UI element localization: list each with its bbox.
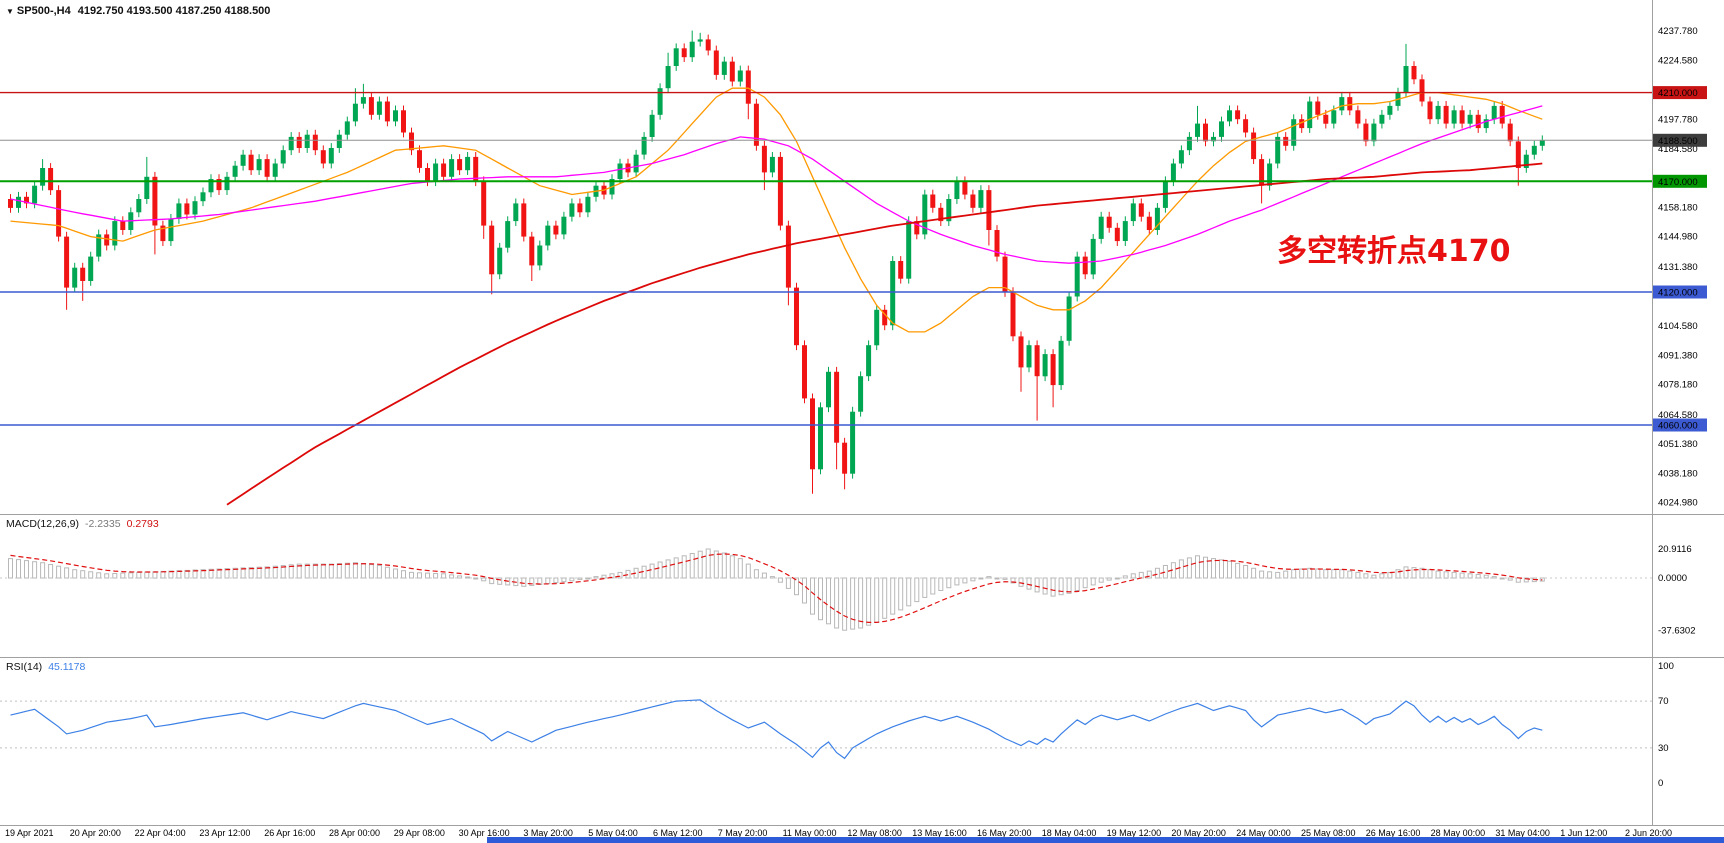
price-axis: 4237.780 4224.580 4197.780 4184.580 4158.180… bbox=[0, 0, 1724, 515]
time-axis-label: 19 Apr 2021 bbox=[5, 828, 54, 838]
time-axis-label: 25 May 08:00 bbox=[1301, 828, 1356, 838]
price-axis-tick: 4224.580 bbox=[1658, 55, 1698, 66]
time-axis-label: 2 Jun 20:00 bbox=[1625, 828, 1673, 838]
rsi-line bbox=[10, 699, 1543, 760]
macd-axis-tick: 0.0000 bbox=[1658, 573, 1687, 584]
time-axis-label: 1 Jun 12:00 bbox=[1560, 828, 1608, 838]
time-axis-label: 3 May 20:00 bbox=[523, 828, 573, 838]
time-axis-label: 16 May 20:00 bbox=[977, 828, 1032, 838]
rsi-axis-tick: 70 bbox=[1658, 696, 1669, 707]
price-axis-tick: 4131.380 bbox=[1658, 262, 1698, 273]
time-axis-label: 20 Apr 20:00 bbox=[69, 828, 121, 838]
macd-panel-canvas[interactable]: 20.9116 0.0000 -37.6302 bbox=[0, 515, 1724, 658]
time-axis-label: 5 May 04:00 bbox=[588, 828, 638, 838]
annotation-text[interactable]: 多空转折点4170 bbox=[1277, 234, 1511, 269]
time-axis-label: 28 May 00:00 bbox=[1430, 828, 1486, 838]
time-axis-label: 24 May 00:00 bbox=[1236, 828, 1291, 838]
price-badge-label: 4060.000 bbox=[1658, 421, 1698, 432]
time-axis-label: 22 Apr 04:00 bbox=[134, 828, 186, 838]
rsi-axis-tick: 100 bbox=[1658, 661, 1674, 672]
price-badge-label: 4210.000 bbox=[1658, 88, 1698, 99]
rsi-indicator-label: RSI(14) 45.1178 bbox=[6, 661, 91, 673]
price-axis-tick: 4237.780 bbox=[1658, 26, 1698, 37]
moving-averages-layer bbox=[10, 87, 1543, 506]
price-badge-4170 bbox=[1653, 174, 1707, 188]
time-axis-label: 13 May 16:00 bbox=[912, 828, 967, 838]
price-axis-tick: 4078.180 bbox=[1658, 380, 1698, 391]
time-axis-label: 28 Apr 00:00 bbox=[329, 828, 381, 838]
time-axis-label: 31 May 04:00 bbox=[1495, 828, 1550, 838]
time-axis-label: 23 Apr 12:00 bbox=[199, 828, 251, 838]
time-axis-label: 6 May 12:00 bbox=[653, 828, 703, 838]
rsi-axis-tick: 0 bbox=[1658, 778, 1663, 789]
macd-axis-tick: 20.9116 bbox=[1658, 544, 1692, 555]
price-axis-tick: 4051.380 bbox=[1658, 439, 1698, 450]
chart-header: ▼ SP500-,H4 4192.750 4193.500 4187.250 418… bbox=[6, 5, 277, 17]
time-axis-label: 30 Apr 16:00 bbox=[458, 828, 510, 838]
price-axis-tick: 4144.980 bbox=[1658, 232, 1698, 243]
price-axis-tick: 4024.980 bbox=[1658, 498, 1698, 509]
price-axis-tick: 4064.580 bbox=[1658, 410, 1698, 421]
ma-fast-orange bbox=[10, 87, 1543, 333]
ma-slow-red bbox=[226, 162, 1543, 506]
symbol-period-label: SP500-,H4 bbox=[16, 5, 71, 17]
macd-indicator-label: MACD(12,26,9) -2.2335 0.2793 bbox=[6, 518, 165, 530]
time-axis-label: 12 May 08:00 bbox=[847, 828, 902, 838]
macd-histogram bbox=[8, 548, 1545, 631]
symbol-dropdown-icon[interactable]: ▼ bbox=[6, 7, 14, 16]
horizontal-lines-layer bbox=[0, 91, 1652, 426]
time-axis-label: 26 May 16:00 bbox=[1365, 828, 1421, 838]
price-axis-tick: 4038.180 bbox=[1658, 468, 1698, 479]
macd-value: -2.2335 bbox=[84, 518, 121, 530]
rsi-value: 45.1178 bbox=[48, 661, 86, 673]
price-badge-4120 bbox=[1653, 285, 1707, 299]
ma-medium-magenta bbox=[10, 105, 1543, 264]
time-axis-label: 29 Apr 08:00 bbox=[393, 828, 445, 838]
macd-signal-line bbox=[10, 553, 1543, 623]
price-axis-tick: 4197.780 bbox=[1658, 115, 1698, 126]
price-axis-tick: 4158.180 bbox=[1658, 202, 1698, 213]
price-axis-tick: 4184.580 bbox=[1658, 144, 1698, 155]
price-axis-tick: 4091.380 bbox=[1658, 351, 1698, 362]
rsi-axis-tick: 30 bbox=[1658, 743, 1669, 754]
price-badge-4188.5 bbox=[1653, 133, 1707, 147]
rsi-panel-canvas[interactable]: 100 70 30 0 bbox=[0, 658, 1724, 826]
time-axis-label: 7 May 20:00 bbox=[717, 828, 768, 838]
price-axis-tick: 4104.580 bbox=[1658, 321, 1698, 332]
time-axis-label: 20 May 20:00 bbox=[1171, 828, 1226, 838]
ohlc-values: 4192.750 4193.500 4187.250 4188.500 bbox=[77, 5, 271, 17]
price-chart-canvas[interactable]: 4237.780 4224.580 4197.780 4184.580 4158.180… bbox=[0, 0, 1724, 515]
time-axis-label: 26 Apr 16:00 bbox=[264, 828, 316, 838]
rsi-name: RSI(14) bbox=[6, 661, 43, 673]
price-badge-4210 bbox=[1653, 86, 1707, 100]
macd-name: MACD(12,26,9) bbox=[6, 518, 79, 530]
time-axis-label: 11 May 00:00 bbox=[782, 828, 837, 838]
macd-axis-tick: -37.6302 bbox=[1658, 625, 1696, 636]
macd-signal-value: 0.2793 bbox=[126, 518, 159, 530]
time-axis-label: 19 May 12:00 bbox=[1106, 828, 1162, 838]
taskbar-strip[interactable] bbox=[487, 837, 1724, 843]
price-badge-4060 bbox=[1653, 418, 1707, 432]
time-axis-label: 18 May 04:00 bbox=[1041, 828, 1097, 838]
price-badge-label: 4170.000 bbox=[1658, 177, 1698, 188]
price-badge-label: 4120.000 bbox=[1658, 288, 1698, 299]
price-badge-label: 4188.500 bbox=[1658, 136, 1698, 147]
